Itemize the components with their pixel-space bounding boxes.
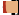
- Ellipse shape: [9, 4, 11, 6]
- Ellipse shape: [5, 7, 6, 8]
- Polygon shape: [5, 6, 12, 8]
- Text: Interlobar
artery: Interlobar artery: [3, 0, 19, 15]
- Text: Afferent
arteriole: Afferent arteriole: [9, 0, 19, 15]
- Polygon shape: [5, 5, 9, 8]
- Text: Renal
artery: Renal artery: [3, 0, 19, 15]
- Text: Interlobular
artery: Interlobular artery: [3, 0, 19, 15]
- Text: Interlobar
vein: Interlobar vein: [10, 0, 19, 15]
- Text: Segmental
artery: Segmental artery: [3, 0, 19, 15]
- Text: Arcuate
vein: Arcuate vein: [10, 0, 19, 15]
- Text: Efferent
arteriole: Efferent arteriole: [10, 0, 19, 15]
- Ellipse shape: [10, 5, 11, 6]
- Text: Arcuate
artery: Arcuate artery: [3, 0, 19, 15]
- Text: Glomerulus: Glomerulus: [9, 0, 19, 15]
- Ellipse shape: [4, 6, 6, 9]
- Ellipse shape: [5, 7, 6, 8]
- Text: Peritubular capillaries: Peritubular capillaries: [13, 0, 19, 15]
- Ellipse shape: [3, 5, 6, 10]
- Ellipse shape: [3, 5, 6, 9]
- Polygon shape: [5, 2, 16, 5]
- Text: Renal vein: Renal vein: [4, 0, 19, 15]
- Text: Interlobular
vein: Interlobular vein: [10, 0, 19, 15]
